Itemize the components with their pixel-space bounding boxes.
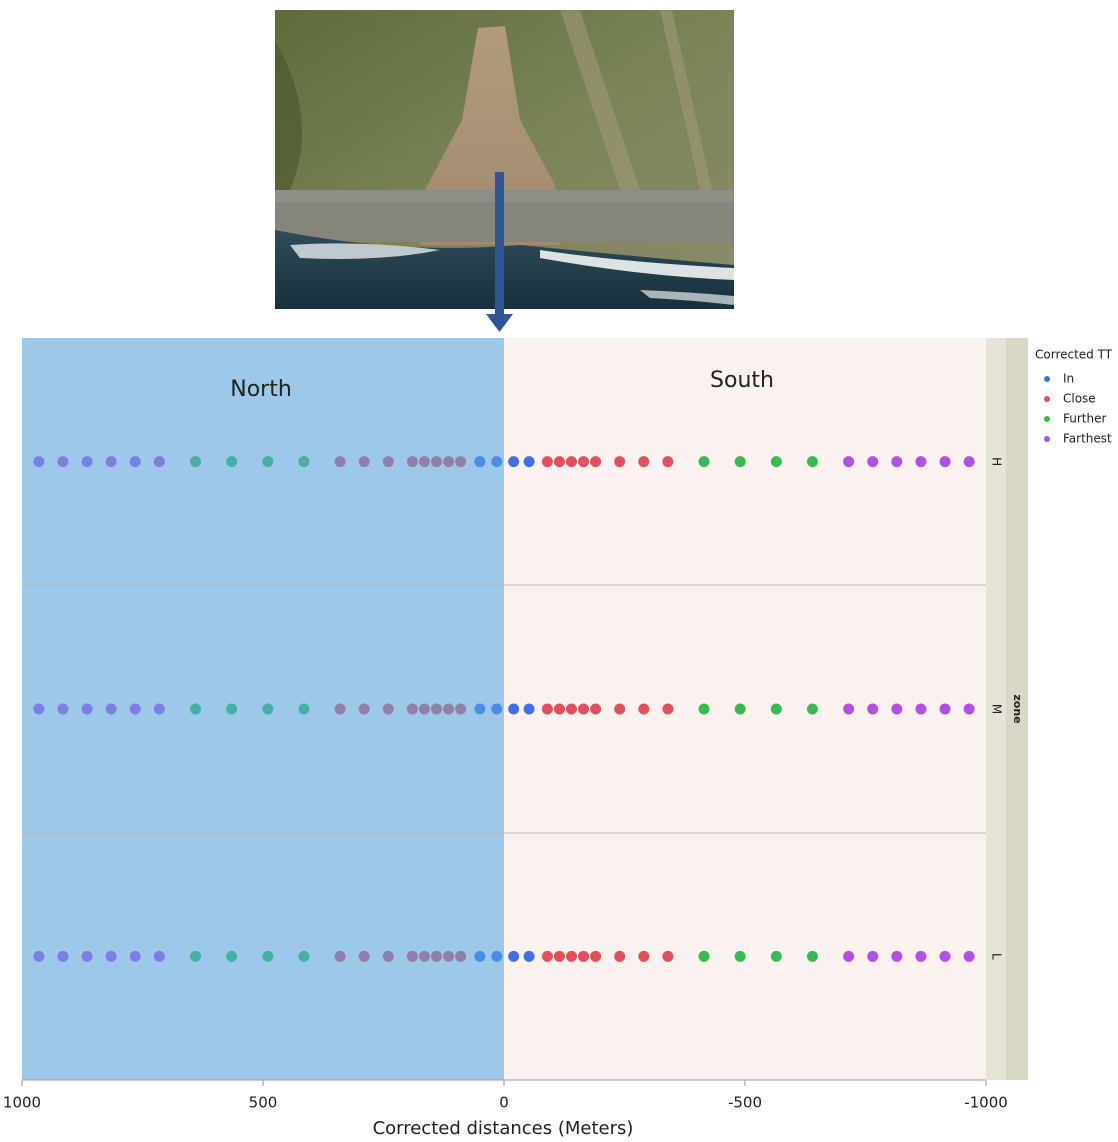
zone-label: L — [990, 953, 1004, 960]
point — [891, 950, 903, 962]
point — [541, 703, 553, 715]
point — [662, 456, 674, 468]
point — [734, 950, 746, 962]
point — [614, 456, 626, 468]
point — [662, 950, 674, 962]
point — [590, 456, 602, 468]
point — [614, 703, 626, 715]
point — [939, 950, 951, 962]
point — [565, 950, 577, 962]
point — [806, 456, 818, 468]
point — [590, 950, 602, 962]
north-region — [22, 338, 504, 1080]
point — [565, 703, 577, 715]
point — [734, 456, 746, 468]
point — [523, 703, 535, 715]
point — [891, 456, 903, 468]
point — [843, 950, 855, 962]
point — [590, 703, 602, 715]
legend-label: Close — [1063, 392, 1096, 406]
point — [843, 703, 855, 715]
point — [867, 950, 879, 962]
point — [770, 456, 782, 468]
legend-title: Corrected TT — [1035, 348, 1113, 362]
zone-title-strip — [1006, 338, 1028, 1080]
x-axis-label: Corrected distances (Meters) — [373, 1118, 634, 1139]
annotation: South — [710, 368, 774, 393]
x-tick-label: 0 — [499, 1094, 509, 1112]
x-tick-label: -1000 — [964, 1094, 1008, 1112]
point — [806, 703, 818, 715]
point — [638, 950, 650, 962]
point — [541, 456, 553, 468]
point — [734, 703, 746, 715]
point — [915, 703, 927, 715]
x-tick-label: -500 — [728, 1094, 762, 1112]
point — [939, 703, 951, 715]
point — [578, 703, 590, 715]
point — [698, 456, 710, 468]
point — [963, 950, 975, 962]
legend-marker — [1044, 416, 1050, 422]
point — [565, 456, 577, 468]
point — [770, 703, 782, 715]
point — [662, 703, 674, 715]
point — [963, 456, 975, 468]
point — [843, 456, 855, 468]
point — [770, 950, 782, 962]
point — [578, 456, 590, 468]
point — [523, 456, 535, 468]
legend-marker — [1044, 376, 1050, 382]
point — [541, 950, 553, 962]
point — [867, 456, 879, 468]
point — [867, 703, 879, 715]
point — [806, 950, 818, 962]
point — [891, 703, 903, 715]
point — [698, 950, 710, 962]
legend-label: Farthest — [1063, 432, 1112, 446]
legend-label: In — [1063, 372, 1074, 386]
point — [915, 950, 927, 962]
point — [939, 456, 951, 468]
x-tick-label: 1000 — [3, 1094, 41, 1112]
legend-marker — [1044, 436, 1050, 442]
x-tick-label: 500 — [249, 1094, 278, 1112]
point — [638, 456, 650, 468]
point — [614, 950, 626, 962]
annotation: North — [230, 377, 292, 402]
zone-label: H — [990, 457, 1004, 466]
zone-title: zone — [1011, 694, 1024, 723]
point — [523, 950, 535, 962]
point — [508, 950, 520, 962]
zone-strip — [986, 338, 1006, 1080]
legend-marker — [1044, 396, 1050, 402]
point — [553, 456, 565, 468]
point — [578, 950, 590, 962]
point — [508, 703, 520, 715]
point — [638, 703, 650, 715]
point — [508, 456, 520, 468]
arrow — [486, 172, 513, 332]
point — [963, 703, 975, 715]
point — [553, 703, 565, 715]
zone-label: M — [990, 704, 1004, 714]
point — [698, 703, 710, 715]
landslide-photo — [275, 10, 734, 309]
point — [553, 950, 565, 962]
point — [915, 456, 927, 468]
legend-label: Further — [1063, 412, 1106, 426]
